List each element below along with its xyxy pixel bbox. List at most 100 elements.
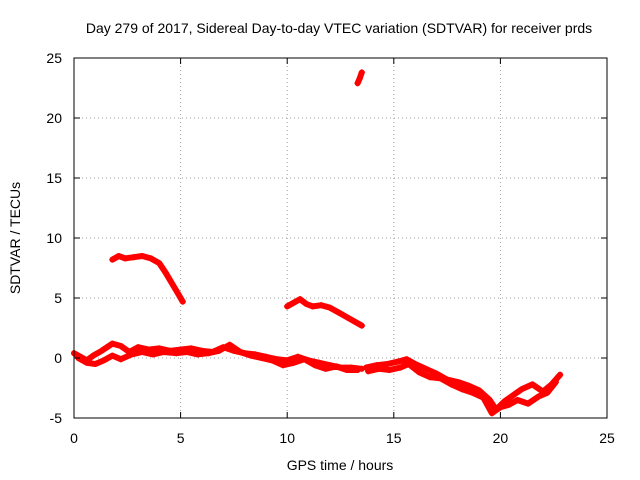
data-point: [215, 347, 222, 354]
data-point: [269, 357, 276, 364]
plot-frame: [73, 57, 608, 419]
data-point: [115, 253, 122, 259]
series-track-morning-arc: [109, 253, 186, 305]
data-point: [139, 253, 146, 259]
data-point: [544, 389, 551, 396]
data-point: [335, 309, 342, 316]
x-tick-label: 10: [279, 430, 295, 446]
data-point: [343, 314, 350, 321]
y-tick-label: 20: [46, 110, 62, 126]
data-point: [149, 351, 156, 358]
series-layer: [71, 69, 564, 417]
data-point: [448, 381, 455, 388]
data-point: [505, 401, 512, 408]
series-track-evening-upper: [363, 356, 564, 413]
data-point: [175, 291, 182, 298]
data-point: [557, 371, 564, 378]
data-point: [488, 410, 495, 417]
y-tick-label: 10: [46, 230, 62, 246]
data-point: [247, 352, 254, 359]
data-point: [92, 361, 99, 367]
x-tick-label: 5: [177, 430, 185, 446]
series-line: [109, 253, 186, 305]
data-point: [459, 386, 466, 393]
y-tick-label: 0: [54, 350, 62, 366]
data-point: [130, 254, 137, 261]
data-point: [117, 343, 124, 349]
data-point: [552, 379, 559, 385]
data-point: [98, 347, 105, 354]
data-point: [386, 367, 393, 373]
data-point: [365, 368, 372, 375]
data-point: [296, 296, 303, 303]
data-point: [525, 400, 532, 407]
data-point: [109, 256, 116, 263]
data-point: [162, 269, 169, 276]
data-point: [205, 350, 212, 357]
data-point: [122, 255, 129, 262]
data-point: [309, 303, 316, 310]
data-point: [237, 349, 244, 355]
data-point: [343, 367, 350, 373]
data-point: [480, 394, 487, 401]
data-point: [109, 352, 116, 359]
data-point: [326, 304, 333, 311]
data-point: [395, 358, 402, 365]
data-point: [160, 349, 167, 355]
data-point: [226, 341, 233, 348]
data-point: [128, 351, 135, 358]
data-point: [416, 369, 423, 376]
series-line: [284, 296, 365, 329]
data-point: [405, 361, 412, 367]
data-point: [354, 367, 361, 373]
y-tick-label: -5: [50, 410, 63, 426]
data-point: [375, 365, 382, 372]
y-tick-label: 5: [54, 290, 62, 306]
x-tick-label: 0: [70, 430, 78, 446]
chart-title: Day 279 of 2017, Sidereal Day-to-day VTE…: [86, 20, 592, 36]
data-point: [303, 301, 310, 307]
data-point: [156, 260, 163, 267]
series-track-outlier: [354, 69, 365, 87]
x-axis-label: GPS time / hours: [287, 457, 394, 473]
data-point: [90, 352, 97, 359]
y-tick-label: 25: [46, 50, 62, 66]
grid-layer: [74, 58, 607, 418]
data-point: [194, 351, 201, 358]
series-line: [75, 341, 361, 373]
data-point: [358, 69, 365, 76]
series-track-midday-arc: [284, 296, 365, 329]
data-point: [518, 386, 525, 393]
data-point: [358, 322, 365, 329]
data-point: [403, 356, 410, 363]
data-point: [301, 356, 308, 363]
data-point: [529, 381, 536, 388]
data-point: [352, 319, 359, 325]
data-point: [384, 361, 391, 367]
data-point: [514, 397, 521, 403]
tick-layer: 0 5 10 15 20 25 -5 0 5 10 15 20 25: [46, 50, 615, 446]
y-tick-label: 15: [46, 170, 62, 186]
data-point: [169, 280, 176, 287]
series-track-evening-lower: [365, 361, 559, 417]
data-point: [422, 365, 429, 372]
x-tick-label: 15: [386, 430, 402, 446]
data-point: [469, 389, 476, 396]
data-point: [83, 359, 90, 366]
data-point: [311, 362, 318, 369]
data-point: [134, 344, 141, 351]
data-point: [117, 356, 124, 363]
x-tick-label: 20: [493, 430, 509, 446]
y-axis-label: SDTVAR / TECUs: [7, 182, 23, 294]
data-point: [465, 382, 472, 389]
data-point: [173, 350, 180, 357]
data-point: [183, 349, 190, 355]
data-point: [109, 340, 116, 347]
data-point: [279, 362, 286, 369]
data-point: [147, 255, 154, 262]
data-point: [397, 364, 404, 371]
series-track-main-lower: [75, 341, 361, 373]
data-point: [139, 349, 146, 355]
x-tick-label: 25: [599, 430, 615, 446]
